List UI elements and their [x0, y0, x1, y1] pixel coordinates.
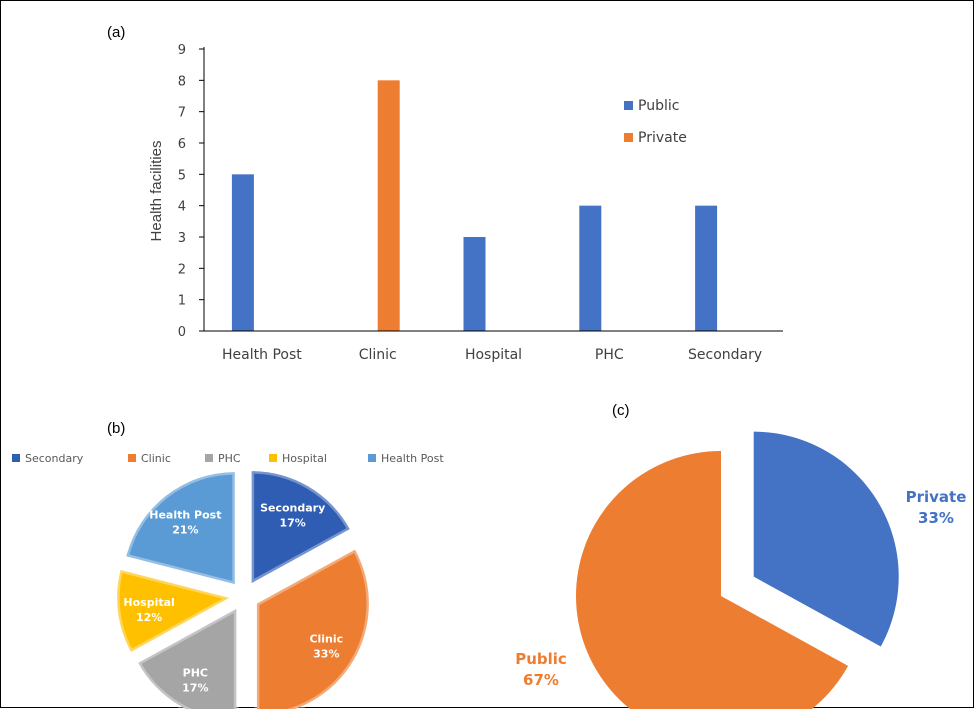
bar-chart-panel: (a) Health facilities 0 1 2 3 4 5 6 7 8 9 Health … — [107, 24, 783, 363]
legend-swatch-public — [624, 101, 633, 110]
slice-pct-label: 67% — [523, 671, 559, 689]
x-category-label: Health Post — [222, 347, 302, 363]
pie-slice-shape-secondary — [249, 468, 354, 588]
pie-chart-facility-type: (b) Secondary Clinic PHC Hospital Health Pos… — [12, 420, 444, 709]
panel-label-c: (c) — [612, 402, 630, 419]
slice-pct-label: 17% — [280, 517, 306, 530]
pie-slice-shape-private — [753, 431, 899, 647]
legend-swatch-clinic — [128, 454, 136, 462]
slice-name-label: Hospital — [123, 596, 174, 609]
y-tick-label: 4 — [178, 200, 186, 215]
slice-pct-label: 12% — [136, 611, 162, 624]
legend-swatch-hospital — [269, 454, 277, 462]
panel-label-b: (b) — [107, 420, 125, 437]
x-category-label: Clinic — [359, 347, 397, 363]
pie-slice-health-post — [123, 469, 238, 588]
y-tick-label: 9 — [178, 43, 186, 58]
legend-label-hospital: Hospital — [282, 452, 327, 465]
pie-slice-phc — [134, 604, 239, 709]
legend-swatch-secondary — [12, 454, 20, 462]
legend-swatch-private — [624, 133, 633, 142]
pie-chart-ownership: (c) Private 33% Public 67% — [515, 402, 966, 709]
slice-pct-label: 33% — [918, 509, 954, 527]
pie-slice-clinic — [254, 546, 372, 709]
slice-pct-label: 33% — [313, 648, 339, 661]
y-tick-label: 5 — [178, 168, 186, 183]
legend-swatch-health-post — [368, 454, 376, 462]
bar-private-clinic — [377, 80, 400, 331]
legend-label-health-post: Health Post — [381, 452, 444, 465]
pie-slice-shape-clinic — [254, 546, 372, 709]
x-category-label: PHC — [595, 347, 624, 363]
y-axis-label: Health facilities — [148, 141, 165, 242]
y-tick-label: 2 — [178, 262, 186, 277]
slice-pct-label: 17% — [182, 681, 208, 694]
slice-name-label: Public — [515, 650, 567, 668]
legend-label-public: Public — [638, 98, 679, 114]
pie-slice-private — [753, 431, 899, 647]
slice-pct-label: 21% — [172, 523, 198, 536]
bar-public-phc — [579, 205, 602, 331]
y-tick-label: 3 — [178, 231, 186, 246]
legend-label-phc: PHC — [218, 452, 241, 465]
legend-label-clinic: Clinic — [141, 452, 171, 465]
pie-slice-hospital — [114, 566, 236, 656]
legend-label-secondary: Secondary — [25, 452, 84, 465]
legend-swatch-phc — [205, 454, 213, 462]
slice-name-label: PHC — [183, 666, 208, 679]
bar-public-hospital — [463, 237, 486, 331]
pie-slice-public — [576, 451, 849, 709]
y-tick-label: 7 — [178, 106, 186, 121]
pie-slice-shape-phc — [134, 604, 239, 709]
x-category-label: Secondary — [688, 347, 762, 363]
slice-name-label: Clinic — [309, 633, 343, 646]
slice-name-label: Health Post — [149, 508, 221, 521]
y-tick-label: 6 — [178, 137, 186, 152]
pie-slice-secondary — [249, 468, 354, 588]
legend-label-private: Private — [638, 130, 687, 146]
pie-slice-shape-public — [576, 451, 849, 709]
slice-name-label: Secondary — [260, 502, 325, 515]
y-tick-label: 1 — [178, 294, 186, 309]
bar-public-health-post — [231, 174, 254, 331]
y-tick-label: 0 — [178, 325, 186, 340]
panel-label-a: (a) — [107, 24, 125, 41]
x-category-label: Hospital — [465, 347, 522, 363]
pie-slice-shape-hospital — [114, 566, 236, 656]
bar-public-secondary — [695, 205, 718, 331]
slice-name-label: Private — [906, 488, 967, 506]
y-tick-label: 8 — [178, 74, 186, 89]
pie-slice-shape-health-post — [123, 469, 238, 588]
